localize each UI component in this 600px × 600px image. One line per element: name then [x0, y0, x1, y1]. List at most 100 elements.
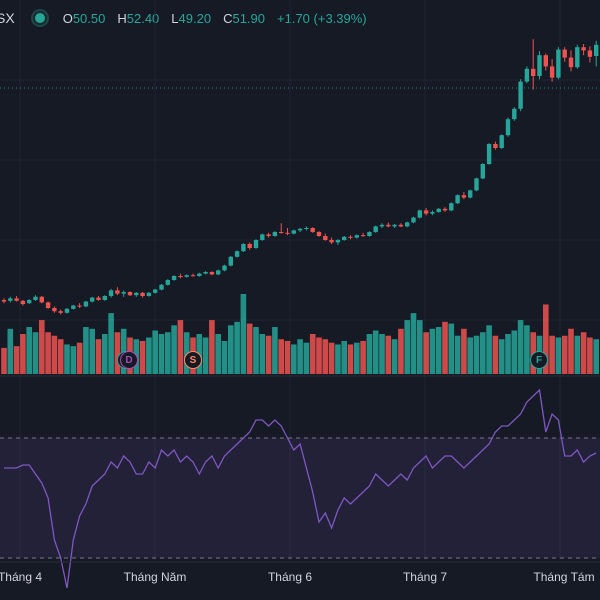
candle-body [581, 47, 586, 51]
candle-body [354, 235, 359, 238]
volume-bar [76, 342, 83, 374]
candle-body [285, 232, 290, 234]
volume-bar [580, 332, 587, 374]
rsi-line [4, 388, 597, 589]
volume-bar [555, 337, 562, 374]
low-value: L49.20 [171, 10, 212, 26]
event-marker-d[interactable]: D [120, 351, 138, 369]
volume-bar [480, 332, 486, 374]
volume-bar [303, 342, 310, 374]
volume-bar [209, 320, 215, 374]
candle-body [216, 270, 221, 275]
volume-bar [177, 320, 184, 374]
volume-bar [13, 346, 20, 374]
volume-bar [347, 344, 354, 374]
candle-body [329, 240, 334, 243]
volume-bar [234, 321, 240, 374]
candle-body [556, 49, 561, 78]
candle-body [411, 217, 416, 223]
volume-bar [221, 340, 228, 374]
candle-body [499, 135, 504, 148]
change-value: +1.70 (+3.39%) [277, 10, 367, 26]
candle-body [96, 297, 101, 300]
candle-body [266, 234, 271, 236]
candle-body [253, 240, 259, 248]
volume-bar [171, 325, 177, 374]
volume-bar [328, 342, 335, 374]
candle-body [64, 308, 70, 313]
volume-bar [385, 335, 392, 374]
candle-body [537, 55, 542, 76]
candle-body [71, 305, 76, 309]
volume-bar [240, 294, 247, 374]
volume-bar [246, 323, 253, 374]
market-status-icon[interactable] [32, 11, 47, 25]
volume-bar [435, 327, 442, 374]
volume-bar [486, 325, 492, 374]
candle-body [159, 284, 164, 290]
volume-bar [498, 339, 505, 374]
candle-body [140, 292, 145, 296]
candle-body [127, 292, 133, 296]
candle-body [121, 292, 126, 294]
candle-body [190, 275, 196, 277]
candle-body [524, 68, 530, 82]
volume-bar [467, 337, 473, 374]
volume-bar [108, 313, 114, 374]
volume-bar [391, 339, 398, 374]
candle-body [379, 224, 385, 227]
candle-body [549, 66, 555, 78]
candle-body [153, 289, 158, 293]
symbol-name[interactable]: SX [0, 10, 15, 26]
candle-body [531, 68, 536, 76]
volume-bar [253, 327, 259, 374]
volume-bar [272, 327, 278, 374]
candle-body [1, 300, 7, 302]
candle-body [33, 296, 38, 300]
close-value: C51.90 [223, 10, 266, 26]
candle-body [348, 236, 353, 238]
event-marker-f[interactable]: F [530, 351, 548, 369]
volume-bar [335, 344, 341, 374]
volume-bar [139, 340, 146, 374]
volume-bar [259, 334, 266, 374]
volume-bar [297, 339, 303, 374]
volume-bar [505, 334, 511, 374]
candle-body [486, 144, 492, 164]
candle-body [20, 300, 26, 304]
candle-body [423, 210, 429, 214]
volume-bar [360, 340, 366, 374]
candle-body [392, 224, 397, 227]
volume-bar [7, 328, 14, 374]
candle-body [335, 240, 341, 243]
volume-bar [20, 334, 26, 374]
candle-body [260, 234, 265, 240]
candle-body [594, 44, 599, 56]
volume-bar [379, 334, 385, 374]
volume-bar [309, 334, 316, 374]
volume-bar [574, 335, 581, 374]
high-value: H52.40 [117, 10, 160, 26]
candle-body [297, 228, 303, 231]
candle-body [505, 119, 511, 136]
volume-bar [423, 332, 429, 374]
volume-bar [102, 334, 108, 374]
volume-bar [45, 332, 51, 374]
volume-bar [152, 330, 158, 374]
candle-body [165, 280, 170, 285]
candle-body [430, 212, 435, 214]
volume-bar [593, 339, 599, 374]
volume-bar [1, 347, 7, 374]
volume-bar [291, 344, 297, 374]
candle-body [222, 265, 227, 271]
volume-bar [524, 325, 530, 374]
candle-body [291, 230, 296, 234]
candle-body [184, 275, 189, 277]
event-marker-s[interactable]: S [184, 351, 202, 369]
volume-bar [561, 335, 568, 374]
volume-bar [265, 335, 272, 374]
candle-body [27, 300, 32, 304]
volume-bar [51, 335, 58, 374]
rsi-band [0, 438, 600, 558]
